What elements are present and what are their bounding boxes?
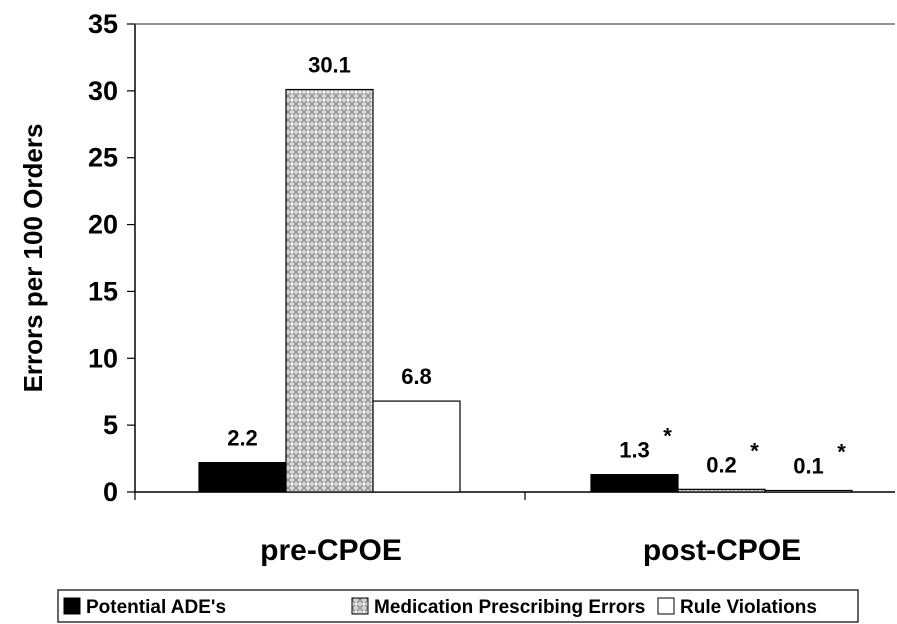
data-label: 2.2 bbox=[227, 426, 258, 451]
legend-swatch-rule-violations bbox=[657, 597, 675, 615]
legend-box bbox=[57, 589, 859, 623]
legend-label-rule-violations: Rule Violations bbox=[680, 597, 817, 618]
bar bbox=[677, 488, 766, 493]
legend-swatch-medication-prescribing-errors bbox=[351, 597, 369, 615]
data-label: 1.3 bbox=[619, 438, 650, 463]
bar bbox=[198, 461, 287, 493]
legend-swatch-potential-ades bbox=[63, 597, 81, 615]
category-label-post-cpoe: post-CPOE bbox=[643, 534, 801, 567]
legend-label-potential-ades: Potential ADE's bbox=[86, 597, 226, 618]
legend: Potential ADE's Medication Prescribing E… bbox=[57, 589, 859, 623]
bars bbox=[198, 88, 853, 493]
y-tick-label: 20 bbox=[88, 210, 118, 240]
y-tick-label: 35 bbox=[88, 9, 118, 39]
data-label: 30.1 bbox=[308, 53, 351, 78]
data-label: 6.8 bbox=[401, 364, 432, 389]
y-axis-label: Errors per 100 Orders bbox=[18, 124, 48, 393]
significance-marker: * bbox=[837, 440, 846, 465]
y-tick-label: 0 bbox=[103, 477, 118, 507]
bar bbox=[372, 400, 461, 493]
data-labels: 2.2 30.1 6.8 1.3 * 0.2 * 0.1 * bbox=[227, 53, 846, 479]
data-label: 0.2 bbox=[706, 452, 737, 477]
y-tick-label: 30 bbox=[88, 76, 118, 106]
y-tick-label: 15 bbox=[88, 276, 118, 306]
data-label: 0.1 bbox=[793, 454, 824, 479]
y-ticks: 0 5 10 15 20 25 30 35 bbox=[88, 9, 135, 507]
y-tick-label: 5 bbox=[103, 410, 118, 440]
significance-marker: * bbox=[750, 438, 759, 463]
y-tick-label: 25 bbox=[88, 143, 118, 173]
category-label-pre-cpoe: pre-CPOE bbox=[260, 534, 402, 567]
bar bbox=[590, 474, 679, 493]
y-tick-label: 10 bbox=[88, 343, 118, 373]
legend-label-medication-prescribing-errors: Medication Prescribing Errors bbox=[374, 597, 645, 618]
bar bbox=[764, 489, 853, 493]
bar bbox=[285, 88, 374, 493]
significance-marker: * bbox=[663, 424, 672, 449]
